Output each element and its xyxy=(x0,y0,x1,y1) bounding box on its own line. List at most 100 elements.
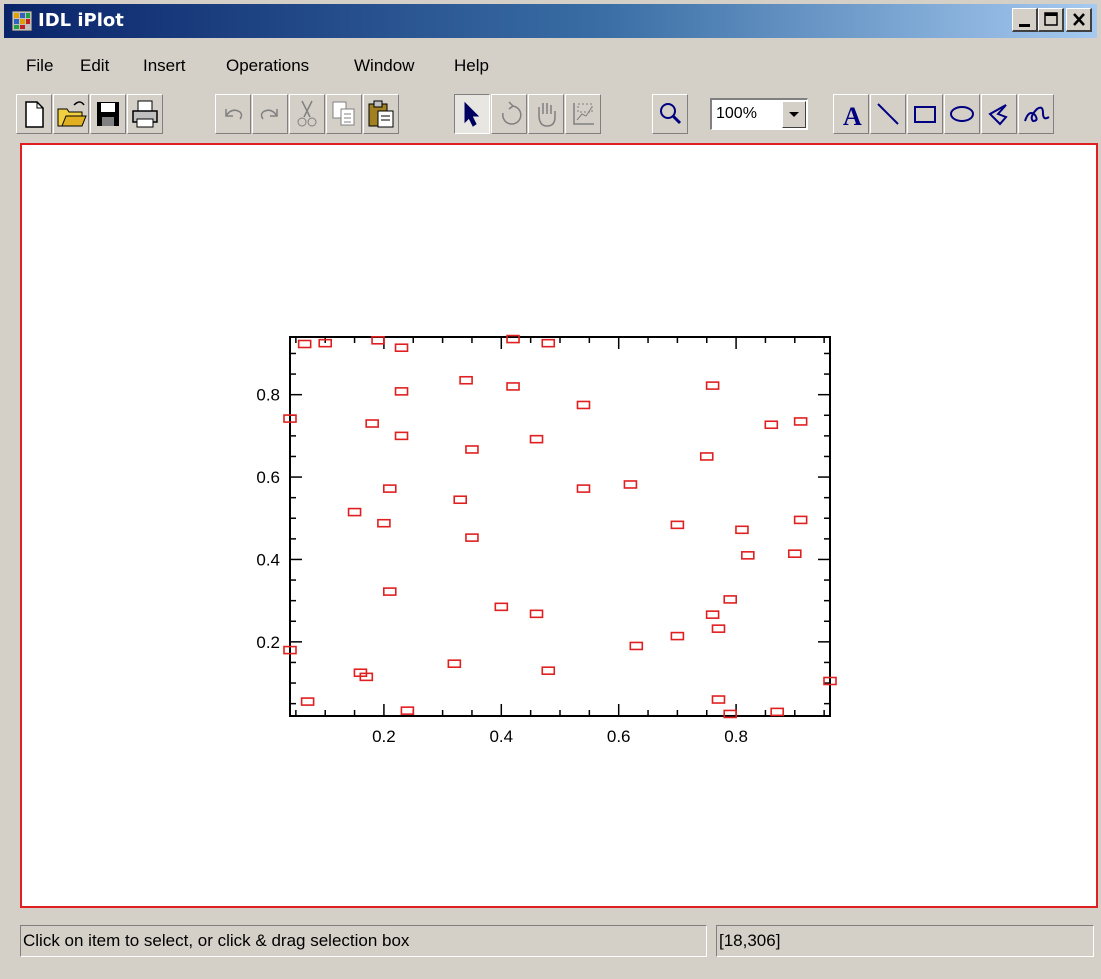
freehand-tool-button[interactable] xyxy=(1018,94,1054,134)
scatter-point xyxy=(318,338,333,348)
close-icon xyxy=(1073,13,1085,26)
scatter-point xyxy=(629,641,644,651)
scatter-point xyxy=(371,335,385,345)
scatter-point xyxy=(394,431,409,441)
plot-frame xyxy=(289,336,831,717)
new-button[interactable] xyxy=(16,94,52,134)
zoom-dropdown-arrow[interactable] xyxy=(782,101,806,128)
zoom-tool-button[interactable] xyxy=(652,94,688,134)
cut-button[interactable] xyxy=(289,94,325,134)
undo-button[interactable] xyxy=(215,94,251,134)
text-tool-icon: A xyxy=(843,102,862,131)
new-file-icon xyxy=(25,101,44,128)
zoom-dropdown[interactable]: 100% xyxy=(710,98,808,130)
menu-operations[interactable]: Operations xyxy=(226,56,310,75)
scatter-point xyxy=(394,387,409,396)
text-tool-button[interactable]: A xyxy=(833,94,869,134)
toolbar: 100% A xyxy=(16,94,1096,136)
scatter-point xyxy=(723,595,738,604)
status-message-panel: Click on item to select, or click & drag… xyxy=(20,925,707,957)
scatter-point xyxy=(735,525,749,535)
scatter-point xyxy=(382,587,397,596)
x-tick-label: 0.4 xyxy=(489,727,513,746)
idl-app-icon[interactable] xyxy=(12,11,32,31)
close-button[interactable] xyxy=(1066,8,1092,32)
scatter-point xyxy=(347,507,362,517)
scatter-point xyxy=(670,520,685,530)
scatter-point xyxy=(465,533,479,542)
magnifier-icon xyxy=(660,103,682,125)
menu-window[interactable]: Window xyxy=(354,56,415,75)
data-range-icon xyxy=(573,103,594,125)
y-tick-label: 0.4 xyxy=(256,550,280,569)
title-bar[interactable]: IDL iPlot xyxy=(4,4,1097,38)
scatter-point xyxy=(297,339,312,349)
y-tick-label: 0.2 xyxy=(256,633,280,652)
plot-axes: 0.2 0.4 0.6 0.8 0.2 0.4 0.6 0.8 xyxy=(256,336,831,746)
copy-icon xyxy=(332,101,355,126)
line-tool-icon xyxy=(877,103,899,125)
polygon-tool-button[interactable] xyxy=(981,94,1017,134)
scatter-point xyxy=(447,659,462,668)
scatter-point xyxy=(541,666,556,675)
scatter-point xyxy=(576,484,591,493)
line-tool-button[interactable] xyxy=(870,94,906,134)
rectangle-tool-button[interactable] xyxy=(907,94,943,134)
arrow-pointer-icon xyxy=(464,101,480,127)
scatter-point xyxy=(741,551,755,560)
x-tick-label: 0.2 xyxy=(372,727,396,746)
maximize-button[interactable] xyxy=(1038,8,1064,32)
x-tick-label: 0.6 xyxy=(607,727,631,746)
scatter-point xyxy=(787,549,802,558)
chevron-down-icon xyxy=(789,112,799,117)
open-folder-icon xyxy=(57,101,87,127)
undo-icon xyxy=(225,109,243,120)
scatter-point xyxy=(623,480,638,489)
scatter-point xyxy=(283,645,297,655)
print-button[interactable] xyxy=(127,94,163,134)
rotate-tool-button[interactable] xyxy=(491,94,527,134)
rotate-icon xyxy=(502,101,522,125)
maximize-icon xyxy=(1044,12,1058,26)
scatter-point xyxy=(359,672,374,682)
scatter-point xyxy=(300,697,315,706)
plot-markers xyxy=(283,334,837,719)
x-tick-label: 0.8 xyxy=(724,727,748,746)
scatter-point xyxy=(670,631,685,641)
scatter-point xyxy=(529,609,544,619)
oval-tool-icon xyxy=(950,106,974,122)
freehand-tool-icon xyxy=(1024,106,1050,123)
menu-bar: File Edit Insert Operations Window Help xyxy=(4,56,1097,84)
hand-icon xyxy=(538,103,556,127)
pan-tool-button[interactable] xyxy=(528,94,564,134)
data-range-button[interactable] xyxy=(565,94,601,134)
menu-help[interactable]: Help xyxy=(454,56,489,75)
scatter-plot[interactable]: 0.2 0.4 0.6 0.8 0.2 0.4 0.6 0.8 xyxy=(22,145,1096,906)
open-button[interactable] xyxy=(53,94,89,134)
scatter-point xyxy=(699,452,714,461)
save-button[interactable] xyxy=(90,94,126,134)
scatter-point xyxy=(494,602,509,612)
paste-button[interactable] xyxy=(363,94,399,134)
menu-insert[interactable]: Insert xyxy=(143,56,186,75)
copy-button[interactable] xyxy=(326,94,362,134)
zoom-value: 100% xyxy=(716,105,757,122)
redo-icon xyxy=(260,109,278,120)
scatter-point xyxy=(823,676,837,686)
minimize-button[interactable] xyxy=(1012,8,1038,32)
menu-file[interactable]: File xyxy=(26,56,54,75)
redo-button[interactable] xyxy=(252,94,288,134)
menu-edit[interactable]: Edit xyxy=(80,56,110,75)
scatter-point xyxy=(394,343,409,353)
status-message: Click on item to select, or click & drag… xyxy=(23,931,410,950)
print-icon xyxy=(132,100,158,128)
select-tool-button[interactable] xyxy=(454,94,490,134)
paste-icon xyxy=(368,100,394,128)
scatter-point xyxy=(453,495,468,505)
scatter-point xyxy=(506,382,520,391)
scissors-icon xyxy=(297,100,317,127)
oval-tool-button[interactable] xyxy=(944,94,980,134)
window-title: IDL iPlot xyxy=(38,10,124,31)
scatter-point xyxy=(541,338,556,348)
plot-canvas[interactable]: 0.2 0.4 0.6 0.8 0.2 0.4 0.6 0.8 xyxy=(20,143,1098,908)
